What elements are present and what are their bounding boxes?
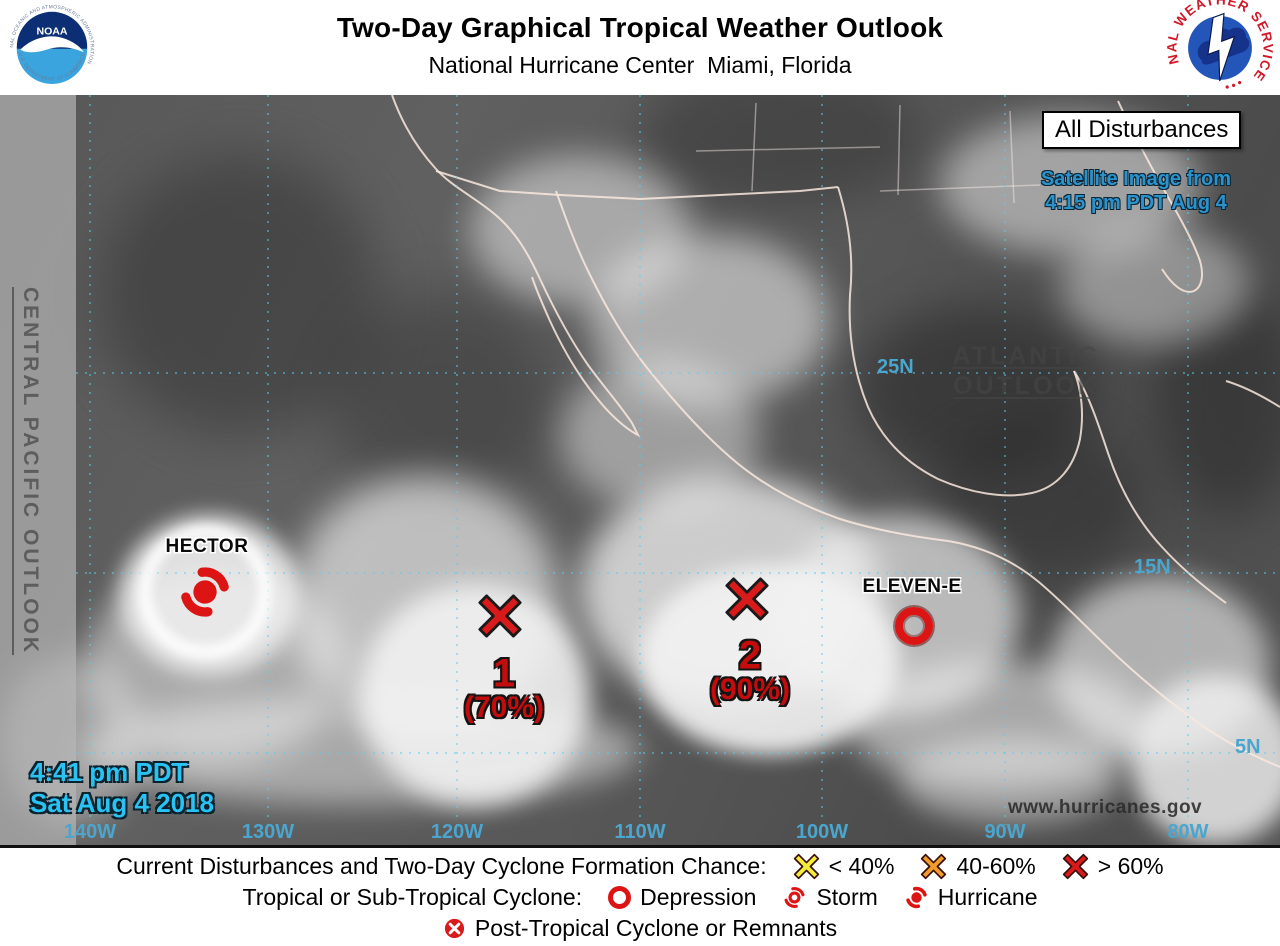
- gridline: [76, 572, 1280, 574]
- disturbance-number: 1: [492, 651, 516, 696]
- legend-item-depression: Depression: [608, 884, 756, 911]
- legend-item-label: > 60%: [1097, 852, 1164, 879]
- noaa-logo-image: NOAA NATIONAL OCEANIC AND ATMOSPHERIC AD…: [6, 0, 96, 91]
- noaa-logo: NOAA NATIONAL OCEANIC AND ATMOSPHERIC AD…: [6, 0, 96, 91]
- gridline: [267, 95, 269, 825]
- dark-patch: [100, 155, 380, 435]
- legend-item-medium-chance: 40-60%: [920, 852, 1036, 880]
- disturbance-number: 2: [738, 633, 762, 678]
- x-orange-icon: [921, 853, 947, 879]
- issued-timestamp: 4:41 pm PDT Sat Aug 4 2018: [30, 757, 214, 819]
- x-yellow-icon: [793, 853, 819, 879]
- legend-item-label: 40-60%: [956, 852, 1036, 879]
- lon-label: 100W: [795, 821, 849, 843]
- legend-formation-row: Current Disturbances and Two-Day Cyclone…: [116, 851, 1164, 881]
- lon-label: 80W: [1167, 821, 1209, 843]
- noaa-acronym: NOAA: [36, 26, 67, 38]
- cloud-blob: [900, 735, 1120, 825]
- central-pacific-strip: [0, 95, 76, 845]
- all-disturbances-box: All Disturbances: [1042, 111, 1242, 149]
- post-tropical-circle-x-icon: [444, 918, 464, 938]
- depression-circle-icon: [608, 885, 632, 909]
- gridline: [456, 95, 458, 825]
- legend-formation-label: Current Disturbances and Two-Day Cyclone…: [116, 852, 767, 879]
- satellite-caption: Satellite Image from 4:15 pm PDT Aug 4: [1014, 167, 1258, 215]
- disturbance-chance: (70%): [463, 691, 545, 724]
- x-red-icon: [1062, 853, 1088, 879]
- website-watermark: www.hurricanes.gov: [1008, 797, 1203, 818]
- lon-label: 130W: [241, 821, 295, 843]
- legend-cyclone-label: Tropical or Sub-Tropical Cyclone:: [242, 883, 583, 910]
- legend-post-tropical-row: Post-Tropical Cyclone or Remnants: [443, 913, 837, 943]
- issued-line: Sat Aug 4 2018: [30, 788, 215, 818]
- legend-item-label: Post-Tropical Cyclone or Remnants: [474, 914, 838, 941]
- legend-item-low-chance: < 40%: [793, 852, 895, 880]
- disturbance-x-icon: [477, 593, 523, 639]
- gridline: [1004, 95, 1006, 825]
- hurricane-icon: [906, 886, 927, 908]
- cloud-blob: [590, 235, 830, 405]
- storm-label-eleven-e: ELEVEN-E: [862, 576, 962, 597]
- legend-item-label: Storm: [816, 883, 878, 910]
- central-pacific-outlook-label: CENTRAL PACIFIC OUTLOOK: [19, 287, 42, 656]
- disturbance-chance: (90%): [709, 673, 791, 706]
- disturbance-x-icon: [724, 576, 770, 622]
- atlantic-outlook-line: ATLANTIC: [952, 342, 1100, 370]
- gridline: [821, 95, 823, 825]
- page-subtitle: National Hurricane Center Miami, Florida: [428, 52, 852, 78]
- noaa-gull-icon: [20, 36, 84, 53]
- gridline: [1187, 95, 1189, 825]
- dark-patch: [1160, 285, 1280, 515]
- legend-item-storm: Storm: [782, 883, 878, 911]
- cloud-blob: [80, 695, 640, 805]
- page-title: Two-Day Graphical Tropical Weather Outlo…: [336, 12, 944, 43]
- nws-lightning-icon: [1207, 12, 1236, 82]
- legend-item-label: < 40%: [828, 852, 895, 879]
- dark-patch: [856, 305, 1096, 475]
- atlantic-outlook-line: OUTLOOK: [953, 372, 1099, 400]
- legend-item-hurricane: Hurricane: [904, 884, 1038, 911]
- legend-cyclone-row: Tropical or Sub-Tropical Cyclone: Depres…: [243, 882, 1038, 912]
- lon-label: 90W: [984, 821, 1026, 843]
- legend: Current Disturbances and Two-Day Cyclone…: [0, 848, 1280, 946]
- legend-item-label: Depression: [640, 883, 757, 910]
- gridline: [76, 372, 1280, 374]
- atlantic-outlook-label: ATLANTIC OUTLOOK: [922, 341, 1130, 401]
- lon-label: 110W: [614, 821, 666, 843]
- legend-item-post-tropical: Post-Tropical Cyclone or Remnants: [443, 915, 837, 942]
- header: NOAA NATIONAL OCEANIC AND ATMOSPHERIC AD…: [0, 0, 1280, 115]
- dark-patch: [640, 95, 920, 205]
- lat-label: 15N: [1134, 556, 1171, 578]
- legend-item-high-chance: > 60%: [1062, 853, 1164, 880]
- dark-patch: [330, 295, 550, 505]
- storm-icon: [784, 886, 805, 908]
- satellite-caption-line: Satellite Image from: [1040, 168, 1232, 190]
- gridline: [76, 752, 1280, 754]
- satellite-caption-line: 4:15 pm PDT Aug 4: [1045, 192, 1227, 214]
- lon-label: 140W: [63, 821, 117, 843]
- depression-icon: [895, 607, 933, 645]
- issued-line: 4:41 pm PDT: [30, 757, 188, 787]
- gridline: [89, 95, 91, 825]
- lon-label: 120W: [430, 821, 484, 843]
- lat-label: 5N: [1235, 736, 1261, 758]
- cloud-blob: [1130, 675, 1280, 845]
- satellite-map: CENTRAL PACIFIC OUTLOOK 140W 130W 120W 1…: [0, 95, 1280, 848]
- cloud-blob: [1060, 225, 1250, 345]
- lat-label: 25N: [877, 356, 914, 378]
- hurricane-icon: [177, 564, 233, 620]
- storm-label-hector: HECTOR: [165, 536, 249, 557]
- legend-item-label: Hurricane: [937, 883, 1038, 910]
- gridline: [639, 95, 641, 825]
